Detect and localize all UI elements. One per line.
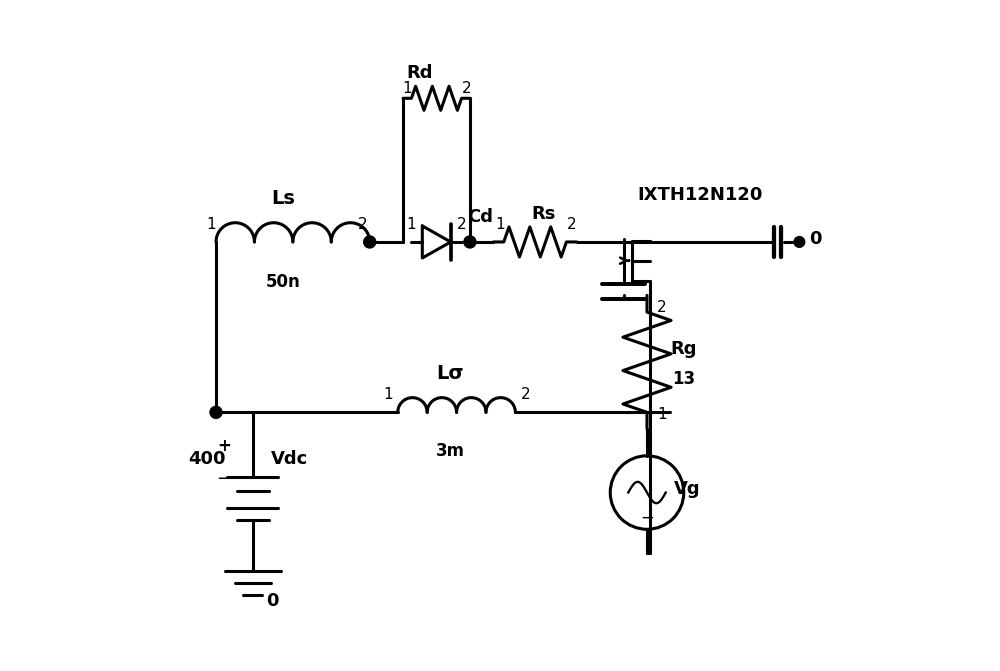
Text: 50n: 50n (265, 273, 300, 291)
Text: Rg: Rg (671, 340, 697, 358)
Text: 400: 400 (189, 450, 226, 468)
Text: 2: 2 (358, 217, 368, 232)
Text: 1: 1 (402, 81, 412, 96)
Text: 2: 2 (457, 217, 467, 232)
Text: 2: 2 (462, 81, 471, 96)
Text: 3m: 3m (435, 442, 464, 460)
Text: Vg: Vg (674, 480, 700, 498)
Circle shape (794, 237, 805, 248)
Text: 1: 1 (206, 217, 215, 232)
Text: 1: 1 (495, 217, 505, 232)
Text: Vdc: Vdc (271, 450, 308, 468)
Text: Rs: Rs (531, 205, 555, 223)
Text: −: − (216, 470, 232, 488)
Text: Ls: Ls (271, 189, 295, 208)
Text: 13: 13 (672, 370, 695, 388)
Text: 2: 2 (657, 300, 667, 315)
Circle shape (210, 407, 222, 418)
Text: 1: 1 (406, 217, 416, 232)
Text: Lσ: Lσ (436, 364, 464, 383)
Text: Rd: Rd (407, 64, 433, 82)
Circle shape (464, 236, 476, 248)
Text: 2: 2 (521, 387, 530, 403)
Text: IXTH12N120: IXTH12N120 (638, 186, 763, 204)
Circle shape (364, 236, 376, 248)
Text: +: + (217, 437, 231, 455)
Text: Cd: Cd (467, 207, 493, 225)
Text: 1: 1 (657, 407, 667, 422)
Text: −: − (640, 509, 654, 527)
Text: 0: 0 (809, 230, 822, 248)
Text: 1: 1 (383, 387, 393, 403)
Text: 0: 0 (267, 592, 279, 610)
Text: 2: 2 (567, 217, 576, 232)
